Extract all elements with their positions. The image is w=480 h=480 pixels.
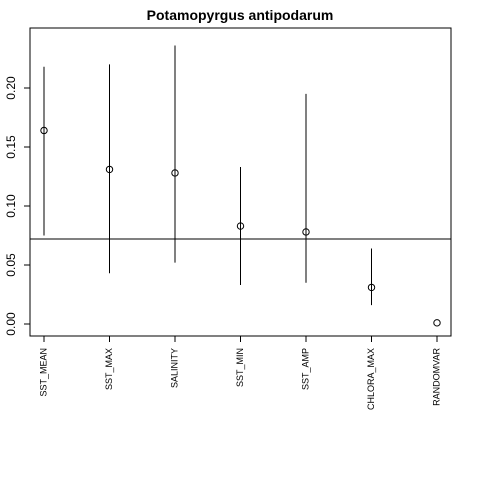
- x-axis: SST_MEAN SST_MAX SALINITY SST_MIN SST_AMP CHL…: [38, 336, 441, 410]
- y-tick-label: 0.05: [4, 253, 18, 277]
- data-point: [105, 165, 114, 174]
- x-category-label: SST_AMP: [300, 348, 310, 390]
- data-point: [236, 222, 245, 230]
- x-category-label: CHLORA_MAX: [366, 348, 376, 410]
- data-marks: [30, 45, 451, 327]
- data-point: [433, 319, 441, 327]
- x-category-label: SST_MAX: [104, 348, 114, 390]
- y-tick-label: 0.10: [4, 194, 18, 218]
- x-category-label: SALINITY: [169, 348, 179, 388]
- y-tick-label: 0.00: [4, 312, 18, 336]
- data-point: [40, 126, 48, 135]
- data-point: [367, 283, 376, 292]
- data-point: [302, 228, 310, 236]
- data-point: [171, 169, 179, 177]
- y-axis: 0.00 0.05 0.10 0.15 0.20: [4, 76, 30, 336]
- x-category-label: SST_MIN: [235, 348, 245, 387]
- x-category-label: SST_MEAN: [38, 348, 48, 397]
- x-category-label: RANDOMVAR: [431, 348, 441, 406]
- y-tick-label: 0.20: [4, 76, 18, 100]
- chart-title: Potamopyrgus antipodarum: [147, 7, 334, 23]
- y-tick-label: 0.15: [4, 135, 18, 159]
